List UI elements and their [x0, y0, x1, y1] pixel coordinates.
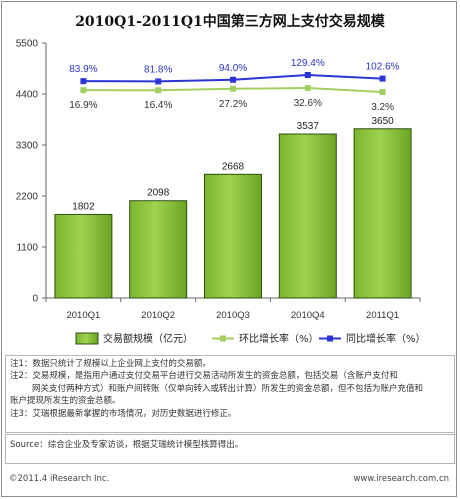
rate-data-label: 81.8% [144, 64, 172, 75]
rate-data-label: 16.9% [69, 100, 97, 111]
source-box: Source：综合企业及专家访谈，根据艾瑞统计模型核算得出。 [5, 434, 455, 464]
x-tick-label: 2011Q1 [366, 310, 399, 321]
legend-swatch-marker [220, 335, 226, 342]
y-tick-label: 3300 [16, 141, 39, 152]
rate-data-label: 83.9% [69, 64, 97, 75]
note-1: 注1：数据只统计了规模以上企业网上支付的交易额。 [10, 359, 211, 369]
legend-label: 同比增长率（%） [346, 332, 426, 345]
rate-data-label: 27.2% [219, 99, 247, 110]
x-tick-label: 2010Q1 [66, 310, 100, 321]
bar [278, 133, 337, 299]
bar [353, 128, 412, 299]
rate-data-label: 129.4% [291, 58, 325, 69]
series-point [155, 87, 162, 94]
bar-data-label: 1802 [72, 201, 95, 212]
rate-data-label: 16.4% [144, 100, 172, 111]
y-tick-label: 0 [32, 294, 38, 305]
bar [129, 200, 188, 299]
series-point [155, 78, 162, 85]
series-point [230, 85, 236, 92]
note-2-cont-1: 网关支付两种方式）和账户间转账（仅单向转入或转出计算）所发生的资金总额，但不包括… [32, 383, 424, 394]
notes-box: 注1：数据只统计了规模以上企业网上支付的交易额。 注2：交易规模，是指用户通过支… [5, 355, 455, 433]
y-tick-label: 4400 [16, 90, 39, 101]
series-point [379, 89, 386, 95]
rate-data-label: 3.2% [371, 102, 394, 113]
note-2: 注2：交易规模，是指用户通过支付交易平台进行交易活动所发生的资金总额，包括交易（… [10, 371, 398, 382]
y-tick-label: 5500 [16, 39, 39, 50]
bar-data-label: 3537 [297, 121, 320, 132]
series-point [379, 75, 386, 82]
rate-data-label: 102.6% [366, 62, 400, 73]
legend-swatch [75, 332, 99, 345]
rate-data-label: 94.0% [219, 63, 247, 74]
note-2-cont-2: 账户提现所发生的资金总额。 [10, 396, 121, 407]
bar [54, 213, 113, 299]
bar-data-label: 2668 [222, 161, 245, 172]
footer: ©2011.4 iResearch Inc. www.iresearch.com… [5, 466, 455, 492]
bar [204, 173, 262, 299]
website-link[interactable]: www.iresearch.com.cn [353, 474, 449, 484]
series-point [80, 78, 87, 85]
legend-swatch-marker [327, 335, 333, 342]
series-point [230, 76, 236, 83]
series-point [304, 85, 311, 92]
y-tick-label: 1100 [16, 243, 38, 254]
source-text: Source：综合企业及专家访谈，根据艾瑞统计模型核算得出。 [10, 440, 244, 450]
x-tick-label: 2010Q4 [291, 310, 325, 321]
x-tick-label: 2010Q3 [216, 310, 250, 321]
bar-data-label: 2098 [147, 188, 170, 199]
chart-title: 2010Q1-2011Q1中国第三方网上支付交易规模 [75, 13, 386, 30]
plot-area: 0 1100 2200 3300 4400 5500 1802 2098 2668 3537 365… [16, 39, 421, 321]
legend-label: 交易额规模（亿元） [103, 332, 193, 345]
chart: 2010Q1-2011Q1中国第三方网上支付交易规模 0 1100 2200 3300… [16, 13, 426, 345]
copyright-text: ©2011.4 iResearch Inc. [9, 474, 110, 484]
legend-label: 环比增长率（%） [239, 332, 319, 345]
bar-data-label: 3650 [371, 116, 394, 127]
series-point [304, 72, 311, 78]
series-point [80, 87, 87, 94]
rate-data-label: 32.6% [294, 98, 322, 109]
note-3: 注3：艾瑞根据最新掌握的市场情况，对历史数据进行修正。 [10, 408, 237, 419]
x-tick-label: 2010Q2 [141, 310, 175, 321]
legend: 交易额规模（亿元） 环比增长率（%） 同比增长率（%） [75, 332, 426, 345]
y-tick-label: 2200 [16, 192, 39, 203]
